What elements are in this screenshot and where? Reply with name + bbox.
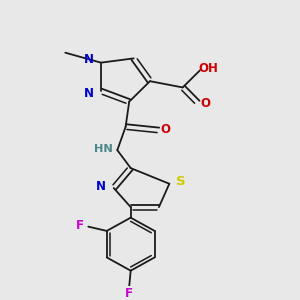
Text: OH: OH xyxy=(198,61,218,75)
Text: O: O xyxy=(200,98,210,110)
Text: F: F xyxy=(75,219,83,232)
Text: N: N xyxy=(84,53,94,66)
Text: N: N xyxy=(96,180,106,194)
Text: HN: HN xyxy=(94,144,112,154)
Text: N: N xyxy=(83,87,94,100)
Text: F: F xyxy=(125,287,133,300)
Text: S: S xyxy=(176,175,185,188)
Text: O: O xyxy=(160,122,170,136)
